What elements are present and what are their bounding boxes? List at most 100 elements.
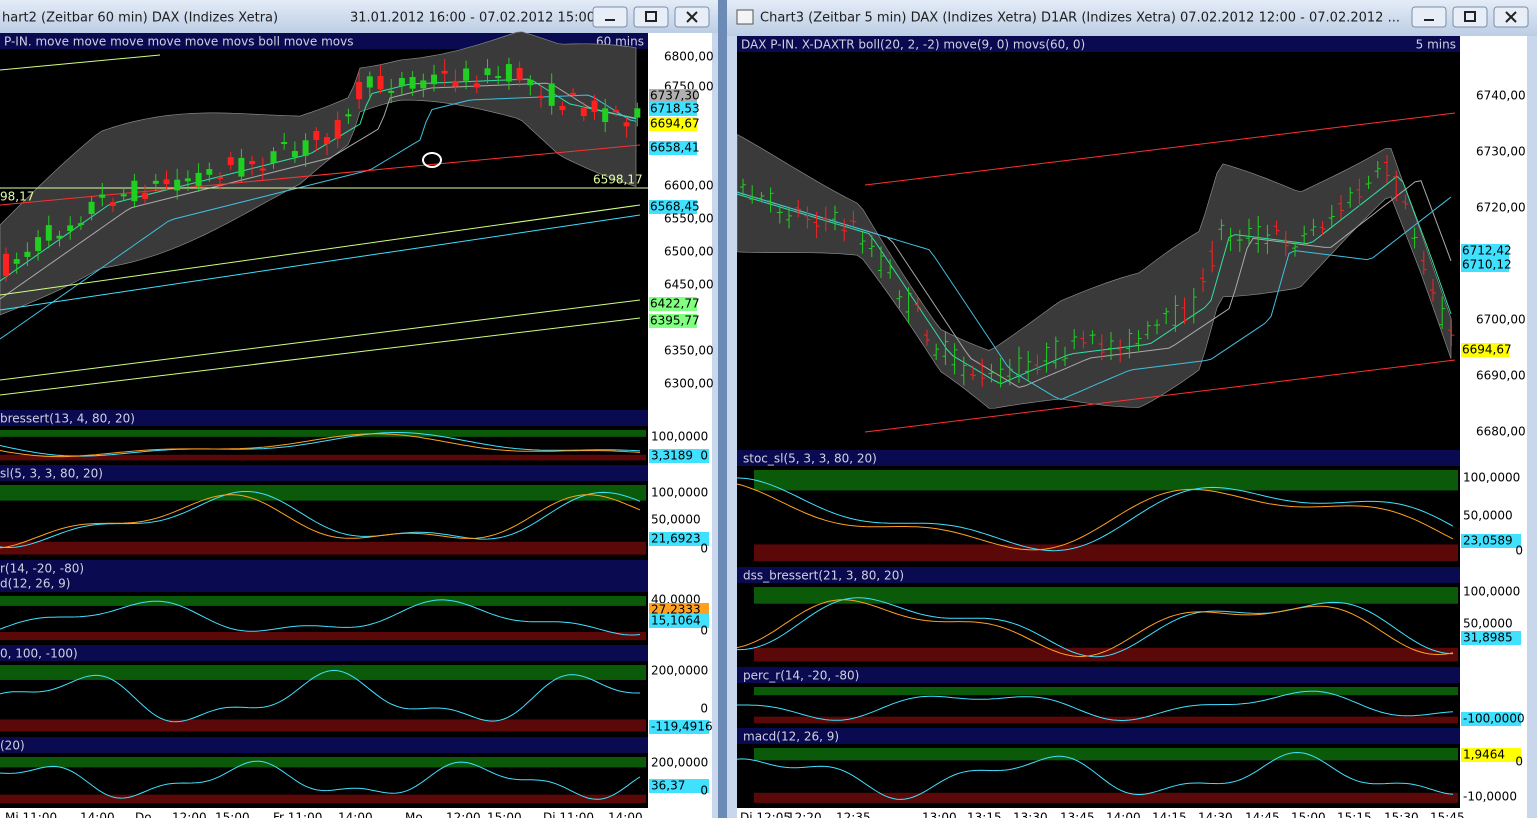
price-label: 6712,42	[1462, 244, 1512, 258]
minimize-glyph	[1424, 19, 1434, 21]
interval-label: 5 mins	[1416, 38, 1456, 52]
candle-body	[152, 180, 159, 184]
candle-body	[238, 157, 245, 177]
candle-body	[398, 77, 405, 87]
price-label: 6500,00	[664, 245, 714, 259]
time-label: 12:00	[172, 811, 207, 818]
panel-label: 100,0000	[1463, 585, 1520, 599]
candle-body	[548, 83, 555, 106]
candle-body	[120, 194, 127, 197]
price-label: 6800,00	[664, 50, 714, 64]
candle-body	[45, 225, 52, 241]
panel-label: 3,3189	[651, 449, 693, 463]
candle-body	[302, 140, 309, 156]
maximize-button[interactable]	[1452, 6, 1488, 28]
candle-body	[591, 100, 598, 112]
candle-body	[463, 68, 470, 81]
trend-line	[0, 317, 641, 396]
candle-body	[356, 81, 363, 100]
maximize-glyph	[1464, 11, 1476, 22]
panel-name: r(14, -20, -80)	[0, 562, 84, 576]
price-tag	[649, 141, 697, 155]
panel-name: bressert(13, 4, 80, 20)	[0, 412, 135, 426]
candle-body	[270, 151, 277, 163]
slow-average	[737, 191, 1452, 401]
candle-body	[623, 122, 630, 127]
panel-label: 0	[700, 784, 708, 798]
panel-header	[737, 567, 1460, 583]
candle-body	[516, 67, 523, 81]
indicator-line	[0, 599, 641, 636]
candle-body	[110, 202, 116, 206]
panel-label: 0	[700, 702, 708, 716]
close-glyph	[1505, 11, 1517, 23]
signal-line	[0, 433, 641, 458]
level-label: 6598,17	[593, 173, 643, 187]
panel-label: -119,4916	[651, 720, 713, 734]
trend-line	[0, 144, 641, 206]
minimize-button[interactable]	[1411, 6, 1447, 28]
time-axis	[0, 808, 712, 818]
edge-label: 98,17	[0, 190, 34, 204]
price-tag	[1461, 244, 1509, 258]
minimize-button[interactable]	[592, 6, 628, 28]
price-label: 6350,00	[664, 344, 714, 358]
value-tag	[1461, 712, 1521, 726]
panel-label: 100,0000	[651, 486, 708, 500]
panel-label: 200,0000	[651, 664, 708, 678]
panel-label: 0	[1515, 544, 1523, 558]
value-tag	[1461, 748, 1521, 762]
time-axis	[737, 808, 1527, 818]
panel-header	[737, 667, 1460, 683]
price-tag	[1461, 343, 1509, 357]
overbought-zone	[0, 596, 646, 606]
candle-body	[291, 151, 298, 158]
chart-window: hart2 (Zeitbar 60 min) DAX (Indizes Xetr…	[0, 0, 718, 818]
time-label: Di 11:00	[543, 811, 594, 818]
value-tag	[649, 449, 709, 463]
price-label: 6710,12	[1462, 258, 1512, 272]
panel-label: 50,0000	[651, 513, 701, 527]
time-label: 14:00	[608, 811, 643, 818]
candle-body	[377, 76, 384, 90]
minimize-glyph	[605, 19, 615, 21]
candle-body	[163, 179, 170, 185]
time-label: 15:15	[1337, 811, 1372, 818]
main-plot: 6598,17 98,17	[0, 31, 648, 396]
time-label: Do	[135, 811, 152, 818]
candle-body	[431, 74, 437, 85]
maximize-glyph	[645, 11, 657, 22]
chart-header	[737, 36, 1460, 52]
maximize-button[interactable]	[633, 6, 669, 28]
panel-label: 0	[700, 542, 708, 556]
oversold-zone	[0, 541, 646, 555]
candle-body	[570, 92, 577, 95]
time-label: 13:45	[1060, 811, 1095, 818]
overbought-zone	[754, 470, 1458, 491]
chart-header-text: P-IN. move move move move move movs boll…	[4, 35, 353, 49]
value-tag	[649, 603, 709, 617]
candle-body	[495, 76, 502, 79]
price-label: 6658,41	[650, 141, 700, 155]
time-label: 12:00	[446, 811, 481, 818]
candle-body	[420, 80, 427, 89]
candle-body	[612, 110, 619, 113]
time-label: 13:15	[967, 811, 1002, 818]
price-label: 6680,00	[1476, 425, 1526, 439]
axis-column	[1460, 36, 1527, 818]
value-tag	[649, 614, 709, 628]
oversold-zone	[754, 544, 1458, 562]
candle-body	[77, 223, 84, 226]
panel-header	[737, 450, 1460, 466]
price-tag	[649, 200, 697, 214]
panel-header	[737, 728, 1460, 744]
candle-body	[195, 172, 202, 186]
price-label: 6395,77	[650, 314, 700, 328]
candle-body	[366, 76, 373, 88]
panel-label: 27,2333	[651, 603, 701, 617]
candle-body	[184, 178, 191, 182]
price-label: 6422,77	[650, 297, 700, 311]
panel-label: -100,0000	[1463, 712, 1525, 726]
price-tag	[649, 117, 697, 131]
time-label: 14:00	[338, 811, 373, 818]
